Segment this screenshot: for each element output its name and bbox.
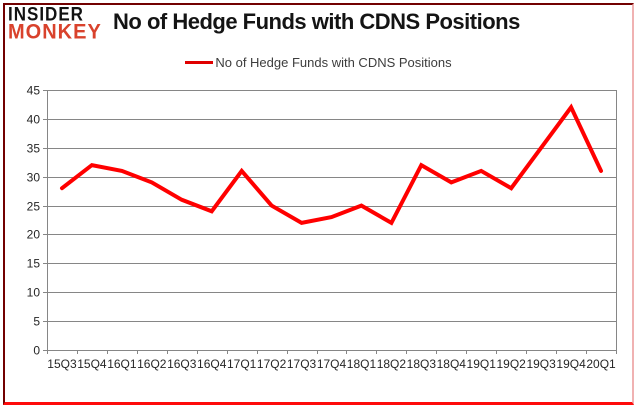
x-tick-label: 19Q1	[467, 357, 497, 371]
x-tick-label: 18Q4	[437, 357, 467, 371]
x-tick-label: 16Q2	[137, 357, 167, 371]
x-tick-label: 17Q3	[287, 357, 317, 371]
x-tick-label: 16Q4	[197, 357, 227, 371]
legend-label: No of Hedge Funds with CDNS Positions	[215, 55, 452, 70]
logo-insider-text: INSIDER	[8, 3, 84, 26]
x-tick-label: 19Q3	[526, 357, 556, 371]
chart-title: No of Hedge Funds with CDNS Positions	[113, 9, 520, 34]
y-tick-label: 0	[33, 344, 40, 358]
y-tick-label: 20	[27, 228, 41, 242]
x-tick-label: 17Q1	[227, 357, 257, 371]
x-tick-label: 17Q2	[257, 357, 287, 371]
y-tick-label: 45	[27, 84, 41, 98]
y-tick-label: 15	[27, 257, 41, 271]
x-tick-label: 16Q3	[167, 357, 197, 371]
x-tick-label: 17Q4	[317, 357, 347, 371]
chart-frame-border	[3, 3, 634, 405]
x-tick-label: 19Q2	[497, 357, 527, 371]
y-tick-label: 35	[27, 142, 41, 156]
insider-monkey-logo: INSIDER MONKEY	[8, 3, 102, 44]
logo-monkey-text: MONKEY	[8, 20, 102, 44]
legend-line-swatch	[185, 61, 214, 64]
legend: No of Hedge Funds with CDNS Positions	[0, 55, 637, 70]
x-tick-label: 15Q3	[47, 357, 77, 371]
x-tick-label: 20Q1	[586, 357, 616, 371]
data-line	[60, 103, 603, 226]
y-tick-label: 30	[27, 171, 41, 185]
x-tick-label: 18Q1	[347, 357, 377, 371]
y-tick-label: 40	[27, 113, 41, 127]
x-tick-label: 18Q3	[407, 357, 437, 371]
x-tick-label: 19Q4	[556, 357, 586, 371]
y-tick-label: 5	[33, 315, 40, 329]
x-tick-label: 16Q1	[107, 357, 137, 371]
y-tick-label: 10	[27, 286, 41, 300]
x-tick-label: 18Q2	[377, 357, 407, 371]
y-tick-label: 25	[27, 200, 41, 214]
x-tick-label: 15Q4	[77, 357, 107, 371]
